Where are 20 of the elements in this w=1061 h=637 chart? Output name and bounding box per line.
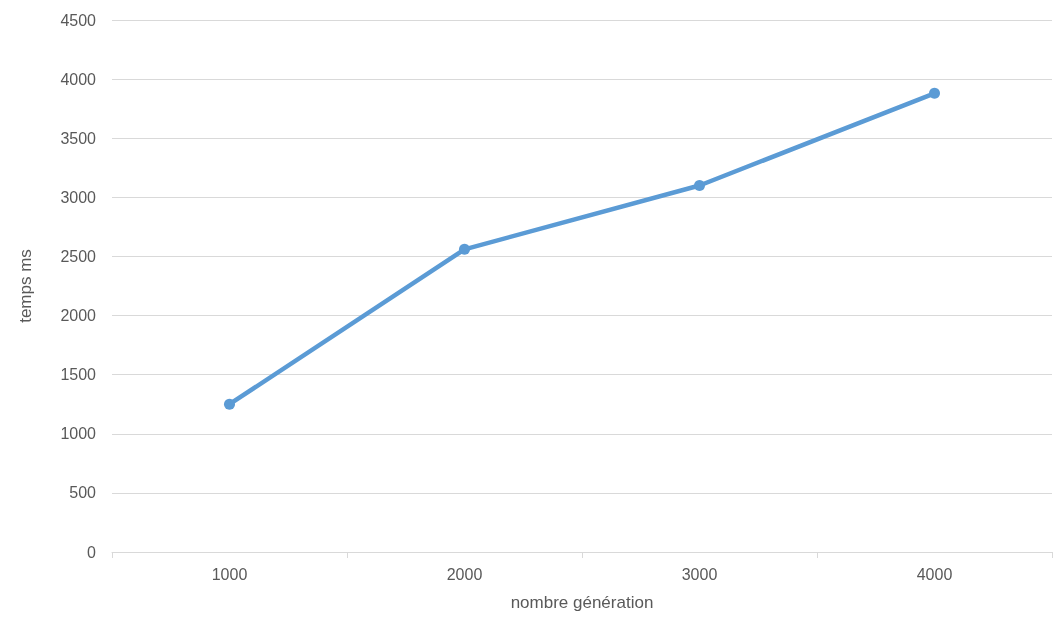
x-tick-label: 3000 [681,565,718,583]
y-tick-label: 0 [87,543,97,561]
y-tick-label: 1500 [60,366,97,384]
y-axis-title: temps ms [16,249,35,323]
x-tick-label: 4000 [916,565,953,583]
y-tick-label: 3000 [60,188,97,206]
y-tick-label: 2000 [60,307,97,325]
point [224,398,235,410]
point [694,180,705,192]
y-tick-label: 1000 [60,425,97,443]
y-tick-label: 3500 [60,129,97,147]
x-axis-title: nombre génération [510,593,654,612]
y-tick-label: 500 [69,484,97,502]
y-tick-label: 4500 [60,11,97,29]
y-tick-label: 2500 [60,247,97,265]
y-tick-label: 4000 [60,70,97,88]
x-tick-label: 2000 [446,565,483,583]
x-tick-label: 1000 [211,565,248,583]
point [459,243,470,255]
point [929,87,940,99]
